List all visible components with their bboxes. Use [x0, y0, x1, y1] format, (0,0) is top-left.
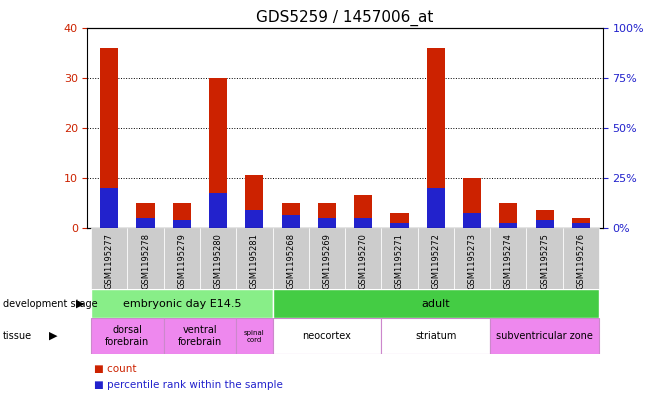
Bar — [273, 289, 599, 318]
Bar — [381, 318, 490, 354]
Text: ■ count: ■ count — [94, 364, 137, 374]
Bar — [91, 228, 128, 289]
Bar — [318, 218, 336, 228]
Bar — [318, 203, 336, 228]
Bar — [91, 318, 164, 354]
Bar — [572, 218, 590, 228]
Bar — [535, 210, 553, 228]
Text: GSM1195268: GSM1195268 — [286, 233, 295, 289]
Bar — [128, 228, 164, 289]
Bar — [100, 48, 119, 228]
Bar — [390, 223, 408, 228]
Text: tissue: tissue — [3, 331, 32, 341]
Text: neocortex: neocortex — [303, 331, 351, 341]
Bar — [490, 228, 526, 289]
Text: dorsal
forebrain: dorsal forebrain — [105, 325, 150, 347]
Text: development stage: development stage — [3, 299, 98, 309]
Bar — [426, 188, 445, 228]
Text: ■ percentile rank within the sample: ■ percentile rank within the sample — [94, 380, 283, 389]
Text: embryonic day E14.5: embryonic day E14.5 — [122, 299, 241, 309]
Bar — [535, 220, 553, 228]
Bar — [273, 318, 381, 354]
Bar — [273, 228, 309, 289]
Bar — [209, 78, 227, 228]
Text: GSM1195269: GSM1195269 — [323, 233, 331, 289]
Bar — [246, 175, 264, 228]
Bar — [499, 223, 517, 228]
Title: GDS5259 / 1457006_at: GDS5259 / 1457006_at — [257, 10, 434, 26]
Bar — [100, 188, 119, 228]
Bar — [572, 223, 590, 228]
Text: GSM1195278: GSM1195278 — [141, 233, 150, 289]
Text: GSM1195275: GSM1195275 — [540, 233, 549, 289]
Text: GSM1195274: GSM1195274 — [503, 233, 513, 289]
Bar — [354, 195, 372, 228]
Bar — [381, 228, 417, 289]
Bar — [209, 193, 227, 228]
Text: striatum: striatum — [415, 331, 456, 341]
Bar — [173, 220, 191, 228]
Bar — [463, 213, 481, 228]
Bar — [526, 228, 562, 289]
Text: GSM1195281: GSM1195281 — [250, 233, 259, 289]
Bar — [463, 178, 481, 228]
Text: adult: adult — [421, 299, 450, 309]
Text: GSM1195276: GSM1195276 — [576, 233, 585, 289]
Bar — [426, 48, 445, 228]
Bar — [499, 203, 517, 228]
Bar — [137, 218, 155, 228]
Bar — [164, 228, 200, 289]
Bar — [137, 203, 155, 228]
Bar — [417, 228, 454, 289]
Bar — [173, 203, 191, 228]
Bar — [490, 318, 599, 354]
Bar — [237, 228, 273, 289]
Text: GSM1195279: GSM1195279 — [178, 233, 187, 289]
Text: spinal
cord: spinal cord — [244, 329, 265, 343]
Text: subventricular zone: subventricular zone — [496, 331, 593, 341]
Bar — [164, 318, 237, 354]
Bar — [354, 218, 372, 228]
Bar — [237, 318, 273, 354]
Bar — [562, 228, 599, 289]
Text: ▶: ▶ — [49, 331, 58, 341]
Bar — [282, 215, 300, 228]
Bar — [454, 228, 490, 289]
Bar — [200, 228, 237, 289]
Text: GSM1195270: GSM1195270 — [359, 233, 367, 289]
Bar — [390, 213, 408, 228]
Text: GSM1195273: GSM1195273 — [468, 233, 476, 289]
Text: ▶: ▶ — [76, 299, 85, 309]
Text: ventral
forebrain: ventral forebrain — [178, 325, 222, 347]
Text: GSM1195271: GSM1195271 — [395, 233, 404, 289]
Bar — [309, 228, 345, 289]
Bar — [345, 228, 381, 289]
Text: GSM1195280: GSM1195280 — [214, 233, 222, 289]
Bar — [91, 289, 273, 318]
Text: GSM1195277: GSM1195277 — [105, 233, 114, 289]
Bar — [282, 203, 300, 228]
Bar — [246, 210, 264, 228]
Text: GSM1195272: GSM1195272 — [432, 233, 440, 289]
